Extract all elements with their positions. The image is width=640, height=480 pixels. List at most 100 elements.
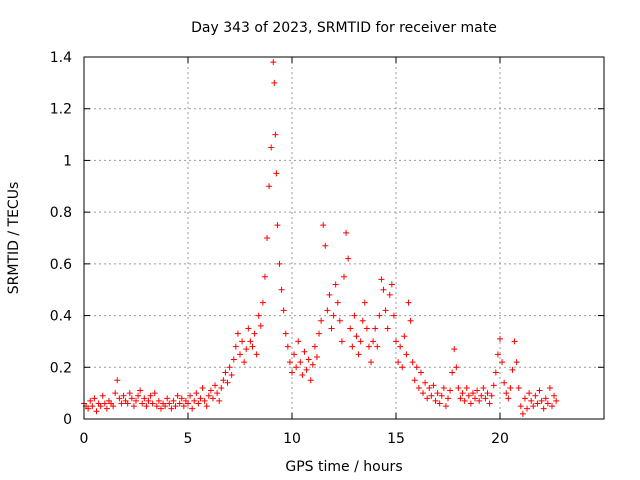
data-point: [395, 359, 402, 366]
data-point: [476, 397, 483, 404]
data-point: [274, 222, 281, 229]
data-point: [273, 170, 280, 177]
data-point: [530, 403, 537, 410]
data-point: [474, 387, 481, 394]
data-point: [89, 403, 96, 410]
data-point: [157, 405, 164, 412]
data-point: [224, 379, 231, 386]
data-point: [137, 387, 144, 394]
data-point: [540, 405, 547, 412]
data-point: [303, 366, 310, 373]
data-point: [380, 286, 387, 293]
data-point: [316, 330, 323, 337]
data-point: [378, 276, 385, 283]
data-point: [459, 390, 466, 397]
data-point: [293, 364, 300, 371]
data-point: [276, 260, 283, 267]
data-point: [120, 392, 127, 399]
data-point: [282, 330, 289, 337]
data-point: [305, 356, 312, 363]
data-point: [413, 364, 420, 371]
data-point: [338, 338, 345, 345]
data-point: [85, 405, 92, 412]
data-point: [270, 59, 277, 66]
data-point: [289, 369, 295, 376]
data-point: [201, 397, 208, 404]
data-point: [214, 390, 221, 397]
data-point: [534, 400, 541, 407]
data-point: [515, 384, 522, 391]
data-point: [118, 400, 125, 407]
data-point: [349, 343, 356, 350]
data-point: [97, 403, 104, 410]
axis-ticks: [83, 56, 604, 420]
data-point: [422, 379, 429, 386]
data-point: [442, 403, 449, 410]
data-point: [497, 335, 503, 342]
data-point: [197, 395, 204, 402]
data-point: [278, 286, 285, 293]
data-point: [168, 405, 175, 412]
data-point: [465, 392, 472, 399]
x-tick-label: 10: [283, 431, 301, 447]
data-point: [397, 343, 404, 350]
data-point: [143, 403, 150, 410]
data-point: [549, 403, 555, 410]
data-point: [426, 384, 433, 391]
data-point: [116, 395, 123, 402]
data-point: [126, 390, 133, 397]
data-point: [490, 382, 497, 389]
data-point: [376, 312, 383, 319]
data-point: [249, 343, 256, 350]
data-point: [409, 359, 416, 366]
data-point: [511, 338, 518, 345]
data-point: [207, 387, 214, 394]
data-point: [478, 392, 485, 399]
data-point: [272, 131, 279, 138]
data-point: [428, 392, 435, 399]
data-point: [203, 403, 210, 410]
data-point: [195, 400, 202, 407]
y-tick-label: 1.4: [50, 50, 72, 66]
data-point: [393, 338, 399, 345]
data-point: [345, 255, 352, 262]
data-point: [124, 400, 131, 407]
data-point: [384, 325, 391, 332]
data-point: [368, 359, 375, 366]
data-point: [151, 390, 158, 397]
data-point: [185, 400, 191, 407]
data-point: [343, 229, 350, 236]
data-point: [374, 343, 381, 350]
data-point: [139, 400, 146, 407]
data-point: [370, 338, 377, 345]
data-point: [517, 403, 524, 410]
data-point: [218, 384, 225, 391]
data-points: [81, 59, 560, 417]
data-point: [101, 400, 108, 407]
data-point: [135, 392, 142, 399]
x-tick-label: 5: [184, 431, 193, 447]
data-point: [453, 364, 460, 371]
data-point: [133, 397, 139, 404]
data-point: [170, 397, 177, 404]
data-point: [505, 395, 512, 402]
data-point: [259, 299, 266, 306]
y-tick-label: 0.8: [50, 205, 72, 221]
data-point: [313, 353, 320, 360]
data-point: [189, 405, 196, 412]
data-point: [253, 351, 260, 358]
data-point: [99, 392, 106, 399]
chart-title: Day 343 of 2023, SRMTID for receiver mat…: [191, 20, 497, 36]
data-point: [271, 79, 278, 86]
data-point: [467, 400, 474, 407]
data-point: [484, 390, 491, 397]
data-point: [486, 400, 493, 407]
data-point: [546, 384, 553, 391]
data-point: [255, 312, 262, 319]
data-point: [445, 395, 451, 402]
data-point: [284, 343, 291, 350]
data-point: [311, 343, 318, 350]
y-tick-label: 0: [63, 412, 72, 428]
data-point: [403, 351, 410, 358]
data-point: [494, 351, 501, 358]
